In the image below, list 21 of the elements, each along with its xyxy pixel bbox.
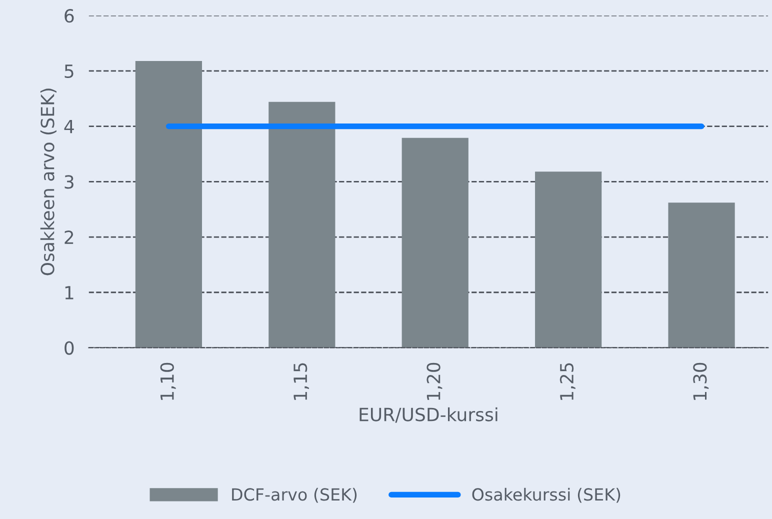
bar bbox=[668, 202, 735, 348]
x-tick-label: 1,10 bbox=[160, 362, 176, 400]
bar bbox=[268, 102, 336, 348]
y-tick-label: 5 bbox=[64, 64, 74, 78]
x-tick-label: 1,30 bbox=[693, 362, 709, 400]
bar bbox=[535, 172, 602, 348]
legend-label: DCF-arvo (SEK) bbox=[232, 488, 357, 503]
y-tick-label: 2 bbox=[64, 230, 74, 244]
y-tick-label: 4 bbox=[64, 120, 74, 134]
x-axis-title: EUR/USD-kurssi bbox=[360, 407, 498, 423]
y-tick-label: 1 bbox=[65, 286, 74, 300]
x-tick-label: 1,20 bbox=[426, 362, 442, 400]
legend-label: Osakekurssi (SEK) bbox=[472, 488, 620, 503]
y-tick-label: 0 bbox=[64, 341, 74, 355]
bar bbox=[135, 60, 202, 348]
x-tick-label: 1,25 bbox=[560, 363, 576, 400]
y-axis-title: Osakkeen arvo (SEK) bbox=[40, 88, 56, 276]
bar bbox=[402, 138, 468, 348]
x-tick-label: 1,15 bbox=[294, 363, 309, 400]
y-tick-label: 3 bbox=[64, 175, 74, 189]
y-tick-label: 6 bbox=[64, 9, 74, 23]
